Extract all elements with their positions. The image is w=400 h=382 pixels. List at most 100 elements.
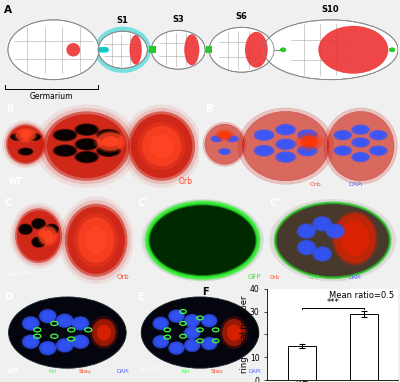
Ellipse shape: [269, 199, 396, 282]
Ellipse shape: [97, 324, 111, 341]
Ellipse shape: [142, 199, 264, 282]
Ellipse shape: [313, 217, 331, 231]
Ellipse shape: [65, 204, 128, 277]
Ellipse shape: [52, 144, 78, 157]
Ellipse shape: [298, 129, 317, 141]
Ellipse shape: [18, 147, 34, 155]
Ellipse shape: [276, 139, 296, 150]
Ellipse shape: [300, 243, 313, 253]
Ellipse shape: [74, 123, 99, 136]
Ellipse shape: [253, 129, 275, 141]
Ellipse shape: [25, 319, 37, 328]
Ellipse shape: [212, 136, 221, 141]
Circle shape: [389, 47, 395, 52]
Ellipse shape: [122, 104, 202, 188]
Text: WT: WT: [8, 177, 22, 186]
Ellipse shape: [215, 129, 234, 141]
Ellipse shape: [8, 20, 99, 80]
Text: DAPI: DAPI: [349, 182, 363, 187]
Ellipse shape: [153, 317, 169, 330]
Ellipse shape: [59, 316, 71, 325]
Ellipse shape: [4, 122, 47, 167]
Ellipse shape: [279, 153, 292, 161]
Ellipse shape: [351, 137, 370, 148]
Ellipse shape: [296, 145, 318, 157]
Ellipse shape: [334, 130, 352, 140]
Y-axis label: ring canal number: ring canal number: [240, 296, 248, 373]
Text: S6: S6: [236, 12, 248, 21]
Ellipse shape: [16, 129, 36, 142]
Ellipse shape: [184, 314, 201, 328]
Ellipse shape: [204, 316, 215, 325]
Ellipse shape: [25, 337, 37, 346]
Bar: [148, 46, 156, 53]
Ellipse shape: [96, 129, 121, 141]
Ellipse shape: [334, 213, 376, 264]
Ellipse shape: [210, 135, 223, 142]
Ellipse shape: [18, 223, 33, 235]
Ellipse shape: [168, 309, 185, 323]
Ellipse shape: [54, 145, 76, 156]
Ellipse shape: [98, 129, 119, 141]
Ellipse shape: [351, 152, 370, 162]
Ellipse shape: [352, 152, 370, 162]
Ellipse shape: [62, 200, 131, 280]
Ellipse shape: [187, 328, 198, 337]
Ellipse shape: [318, 26, 388, 74]
Text: $sec3^{GT}$: $sec3^{GT}$: [138, 364, 162, 374]
Ellipse shape: [226, 135, 239, 142]
Ellipse shape: [296, 223, 316, 239]
Circle shape: [280, 47, 286, 52]
Text: D: D: [5, 292, 13, 303]
Ellipse shape: [94, 27, 151, 73]
Ellipse shape: [92, 319, 116, 346]
Ellipse shape: [17, 210, 60, 261]
Ellipse shape: [19, 224, 32, 234]
Ellipse shape: [254, 129, 274, 141]
Ellipse shape: [354, 154, 367, 160]
Ellipse shape: [52, 129, 78, 141]
Ellipse shape: [74, 213, 118, 268]
Ellipse shape: [152, 335, 170, 349]
Ellipse shape: [13, 206, 64, 266]
Text: Germarium: Germarium: [30, 92, 73, 100]
Ellipse shape: [184, 338, 201, 353]
Ellipse shape: [27, 133, 40, 141]
Text: S1: S1: [117, 16, 129, 25]
Ellipse shape: [72, 335, 89, 348]
Ellipse shape: [147, 203, 258, 278]
Text: Stau: Stau: [78, 369, 91, 374]
Ellipse shape: [74, 337, 86, 346]
Ellipse shape: [312, 216, 332, 232]
Ellipse shape: [201, 314, 217, 327]
Ellipse shape: [39, 108, 134, 184]
Ellipse shape: [8, 20, 99, 80]
Ellipse shape: [14, 128, 38, 143]
Ellipse shape: [211, 136, 223, 142]
Ellipse shape: [76, 139, 98, 150]
Ellipse shape: [184, 34, 199, 65]
Ellipse shape: [245, 32, 268, 68]
Ellipse shape: [72, 317, 89, 330]
Ellipse shape: [90, 316, 118, 349]
Ellipse shape: [370, 146, 387, 155]
Ellipse shape: [125, 108, 198, 184]
Ellipse shape: [94, 131, 127, 152]
Ellipse shape: [15, 208, 62, 263]
Ellipse shape: [22, 317, 39, 330]
Ellipse shape: [326, 224, 344, 238]
Ellipse shape: [372, 147, 384, 154]
Ellipse shape: [169, 310, 184, 322]
Ellipse shape: [205, 124, 244, 164]
Ellipse shape: [35, 104, 139, 188]
Ellipse shape: [253, 145, 275, 157]
Ellipse shape: [8, 297, 126, 368]
Ellipse shape: [300, 147, 314, 154]
Ellipse shape: [56, 314, 73, 327]
Ellipse shape: [226, 136, 238, 142]
Ellipse shape: [184, 339, 200, 352]
Ellipse shape: [297, 224, 316, 238]
Ellipse shape: [316, 249, 328, 259]
Ellipse shape: [96, 144, 121, 157]
Ellipse shape: [228, 136, 237, 141]
